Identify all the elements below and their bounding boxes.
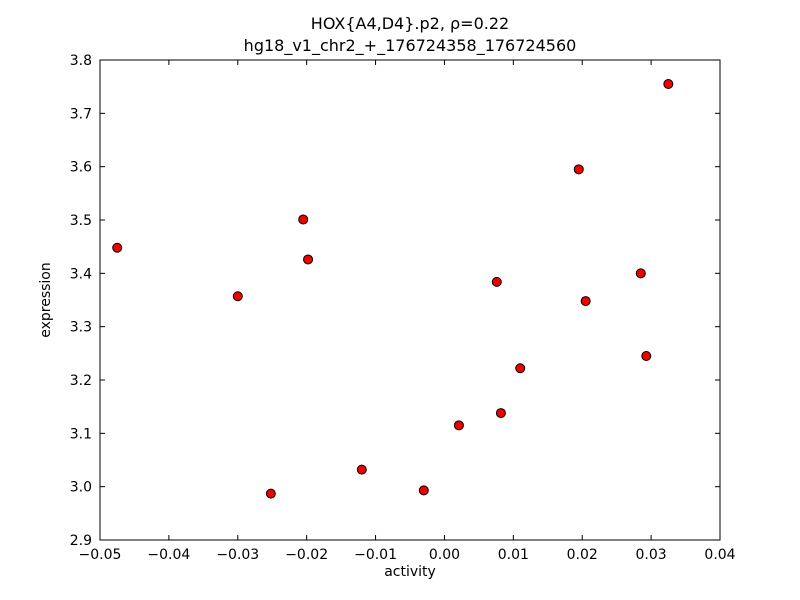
y-tick-label: 3.8 (70, 53, 92, 69)
y-tick-label: 3.6 (70, 160, 92, 176)
axis-ticks: −0.05 −0.04 −0.03 −0.02 −0.01 0.00 0.01 0.02 0.0… (70, 53, 736, 563)
data-point (265, 488, 276, 499)
x-tick-label: 0.04 (704, 547, 735, 563)
y-tick-label: 3.7 (70, 106, 92, 122)
data-point (495, 408, 506, 419)
x-tick-label: 0.01 (498, 547, 529, 563)
x-axis-label: activity (384, 564, 436, 580)
x-tick-label: 0.00 (429, 547, 460, 563)
data-point (232, 291, 243, 302)
x-tick-label: −0.04 (147, 547, 190, 563)
data-points-layer (112, 79, 674, 499)
data-point (298, 214, 309, 225)
data-point (112, 242, 123, 253)
x-tick-label: 0.03 (636, 547, 667, 563)
chart-title-line1: HOX{A4,D4}.p2, ρ=0.22 (311, 14, 509, 33)
data-point (453, 420, 464, 431)
plot-area (100, 60, 720, 540)
x-tick-label: −0.01 (354, 547, 397, 563)
y-axis-label: expression (38, 262, 54, 338)
data-point (641, 351, 652, 361)
y-tick-label: 3.5 (70, 213, 92, 229)
plot-border (99, 59, 721, 541)
y-tick-label: 2.9 (70, 533, 92, 549)
data-point (515, 363, 526, 374)
y-tick-label: 3.0 (70, 480, 92, 496)
data-point (635, 268, 646, 279)
chart-title-line2: hg18_v1_chr2_+_176724358_176724560 (244, 36, 577, 56)
data-point (303, 254, 314, 265)
data-point (356, 464, 367, 475)
x-tick-label: 0.02 (567, 547, 598, 563)
x-tick-label: −0.05 (79, 547, 122, 563)
y-tick-label: 3.4 (70, 266, 92, 282)
data-point (573, 164, 584, 175)
y-tick-label: 3.1 (70, 426, 92, 442)
x-tick-label: −0.02 (285, 547, 328, 563)
x-tick-label: −0.03 (216, 547, 259, 563)
y-tick-label: 3.3 (70, 320, 92, 336)
y-tick-label: 3.2 (70, 373, 92, 389)
data-point (663, 79, 674, 89)
data-point (418, 485, 429, 496)
data-point (491, 276, 502, 287)
data-point (580, 296, 591, 307)
